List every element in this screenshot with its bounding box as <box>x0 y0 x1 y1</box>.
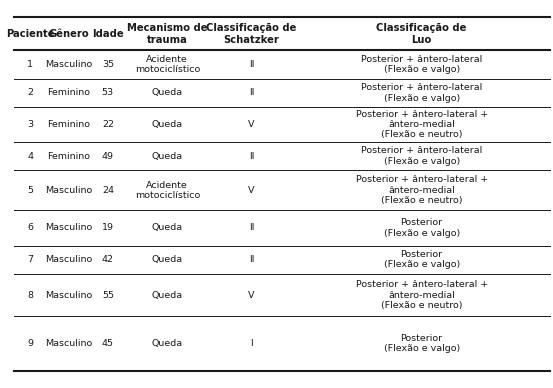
Text: 49: 49 <box>102 152 114 161</box>
Text: 55: 55 <box>102 291 114 300</box>
Text: II: II <box>249 88 254 97</box>
Text: 22: 22 <box>102 120 114 129</box>
Text: 42: 42 <box>102 255 114 264</box>
Text: Posterior + ântero-lateral
(Flexão e valgo): Posterior + ântero-lateral (Flexão e val… <box>361 83 482 103</box>
Text: V: V <box>248 120 255 129</box>
Text: Feminino: Feminino <box>48 120 91 129</box>
Text: 2: 2 <box>28 88 33 97</box>
Text: Posterior
(Flexão e valgo): Posterior (Flexão e valgo) <box>384 218 460 237</box>
Text: Idade: Idade <box>92 29 124 39</box>
Text: 9: 9 <box>28 339 33 348</box>
Text: Acidente
motociclístico: Acidente motociclístico <box>135 55 200 74</box>
Text: Queda: Queda <box>152 120 183 129</box>
Text: Masculino: Masculino <box>45 223 93 232</box>
Text: Posterior + ântero-lateral +
ântero-medial
(Flexão e neutro): Posterior + ântero-lateral + ântero-medi… <box>356 110 488 139</box>
Text: II: II <box>249 60 254 69</box>
Text: Queda: Queda <box>152 291 183 300</box>
Text: Queda: Queda <box>152 339 183 348</box>
Text: Posterior
(Flexão e valgo): Posterior (Flexão e valgo) <box>384 250 460 269</box>
Text: II: II <box>249 152 254 161</box>
Text: Posterior
(Flexão e valgo): Posterior (Flexão e valgo) <box>384 334 460 353</box>
Text: Posterior + ântero-lateral +
ântero-medial
(Flexão e neutro): Posterior + ântero-lateral + ântero-medi… <box>356 280 488 310</box>
Text: Masculino: Masculino <box>45 291 93 300</box>
Text: Acidente
motociclístico: Acidente motociclístico <box>135 180 200 200</box>
Text: Posterior + ântero-lateral
(Flexão e valgo): Posterior + ântero-lateral (Flexão e val… <box>361 147 482 166</box>
Text: Queda: Queda <box>152 88 183 97</box>
Text: V: V <box>248 186 255 195</box>
Text: 1: 1 <box>28 60 33 69</box>
Text: 5: 5 <box>28 186 33 195</box>
Text: Posterior + ântero-lateral +
ântero-medial
(Flexão e neutro): Posterior + ântero-lateral + ântero-medi… <box>356 175 488 205</box>
Text: Paciente: Paciente <box>6 29 55 39</box>
Text: Feminino: Feminino <box>48 88 91 97</box>
Text: V: V <box>248 291 255 300</box>
Text: 45: 45 <box>102 339 114 348</box>
Text: Feminino: Feminino <box>48 152 91 161</box>
Text: Mecanismo de
trauma: Mecanismo de trauma <box>127 23 207 45</box>
Text: I: I <box>251 339 253 348</box>
Text: 19: 19 <box>102 223 114 232</box>
Text: Queda: Queda <box>152 255 183 264</box>
Text: Queda: Queda <box>152 223 183 232</box>
Text: 53: 53 <box>102 88 114 97</box>
Text: 35: 35 <box>102 60 114 69</box>
Text: Posterior + ântero-lateral
(Flexão e valgo): Posterior + ântero-lateral (Flexão e val… <box>361 55 482 74</box>
Text: Masculino: Masculino <box>45 60 93 69</box>
Text: Classificação de
Luo: Classificação de Luo <box>377 23 467 45</box>
Text: Queda: Queda <box>152 152 183 161</box>
Text: Masculino: Masculino <box>45 339 93 348</box>
Text: 24: 24 <box>102 186 114 195</box>
Text: 6: 6 <box>28 223 33 232</box>
Text: 8: 8 <box>28 291 33 300</box>
Text: Masculino: Masculino <box>45 255 93 264</box>
Text: 3: 3 <box>27 120 34 129</box>
Text: II: II <box>249 223 254 232</box>
Text: Classificação de
Schatzker: Classificação de Schatzker <box>206 23 297 45</box>
Text: Masculino: Masculino <box>45 186 93 195</box>
Text: II: II <box>249 255 254 264</box>
Text: 4: 4 <box>28 152 33 161</box>
Text: 7: 7 <box>28 255 33 264</box>
Text: Gênero: Gênero <box>49 29 90 39</box>
